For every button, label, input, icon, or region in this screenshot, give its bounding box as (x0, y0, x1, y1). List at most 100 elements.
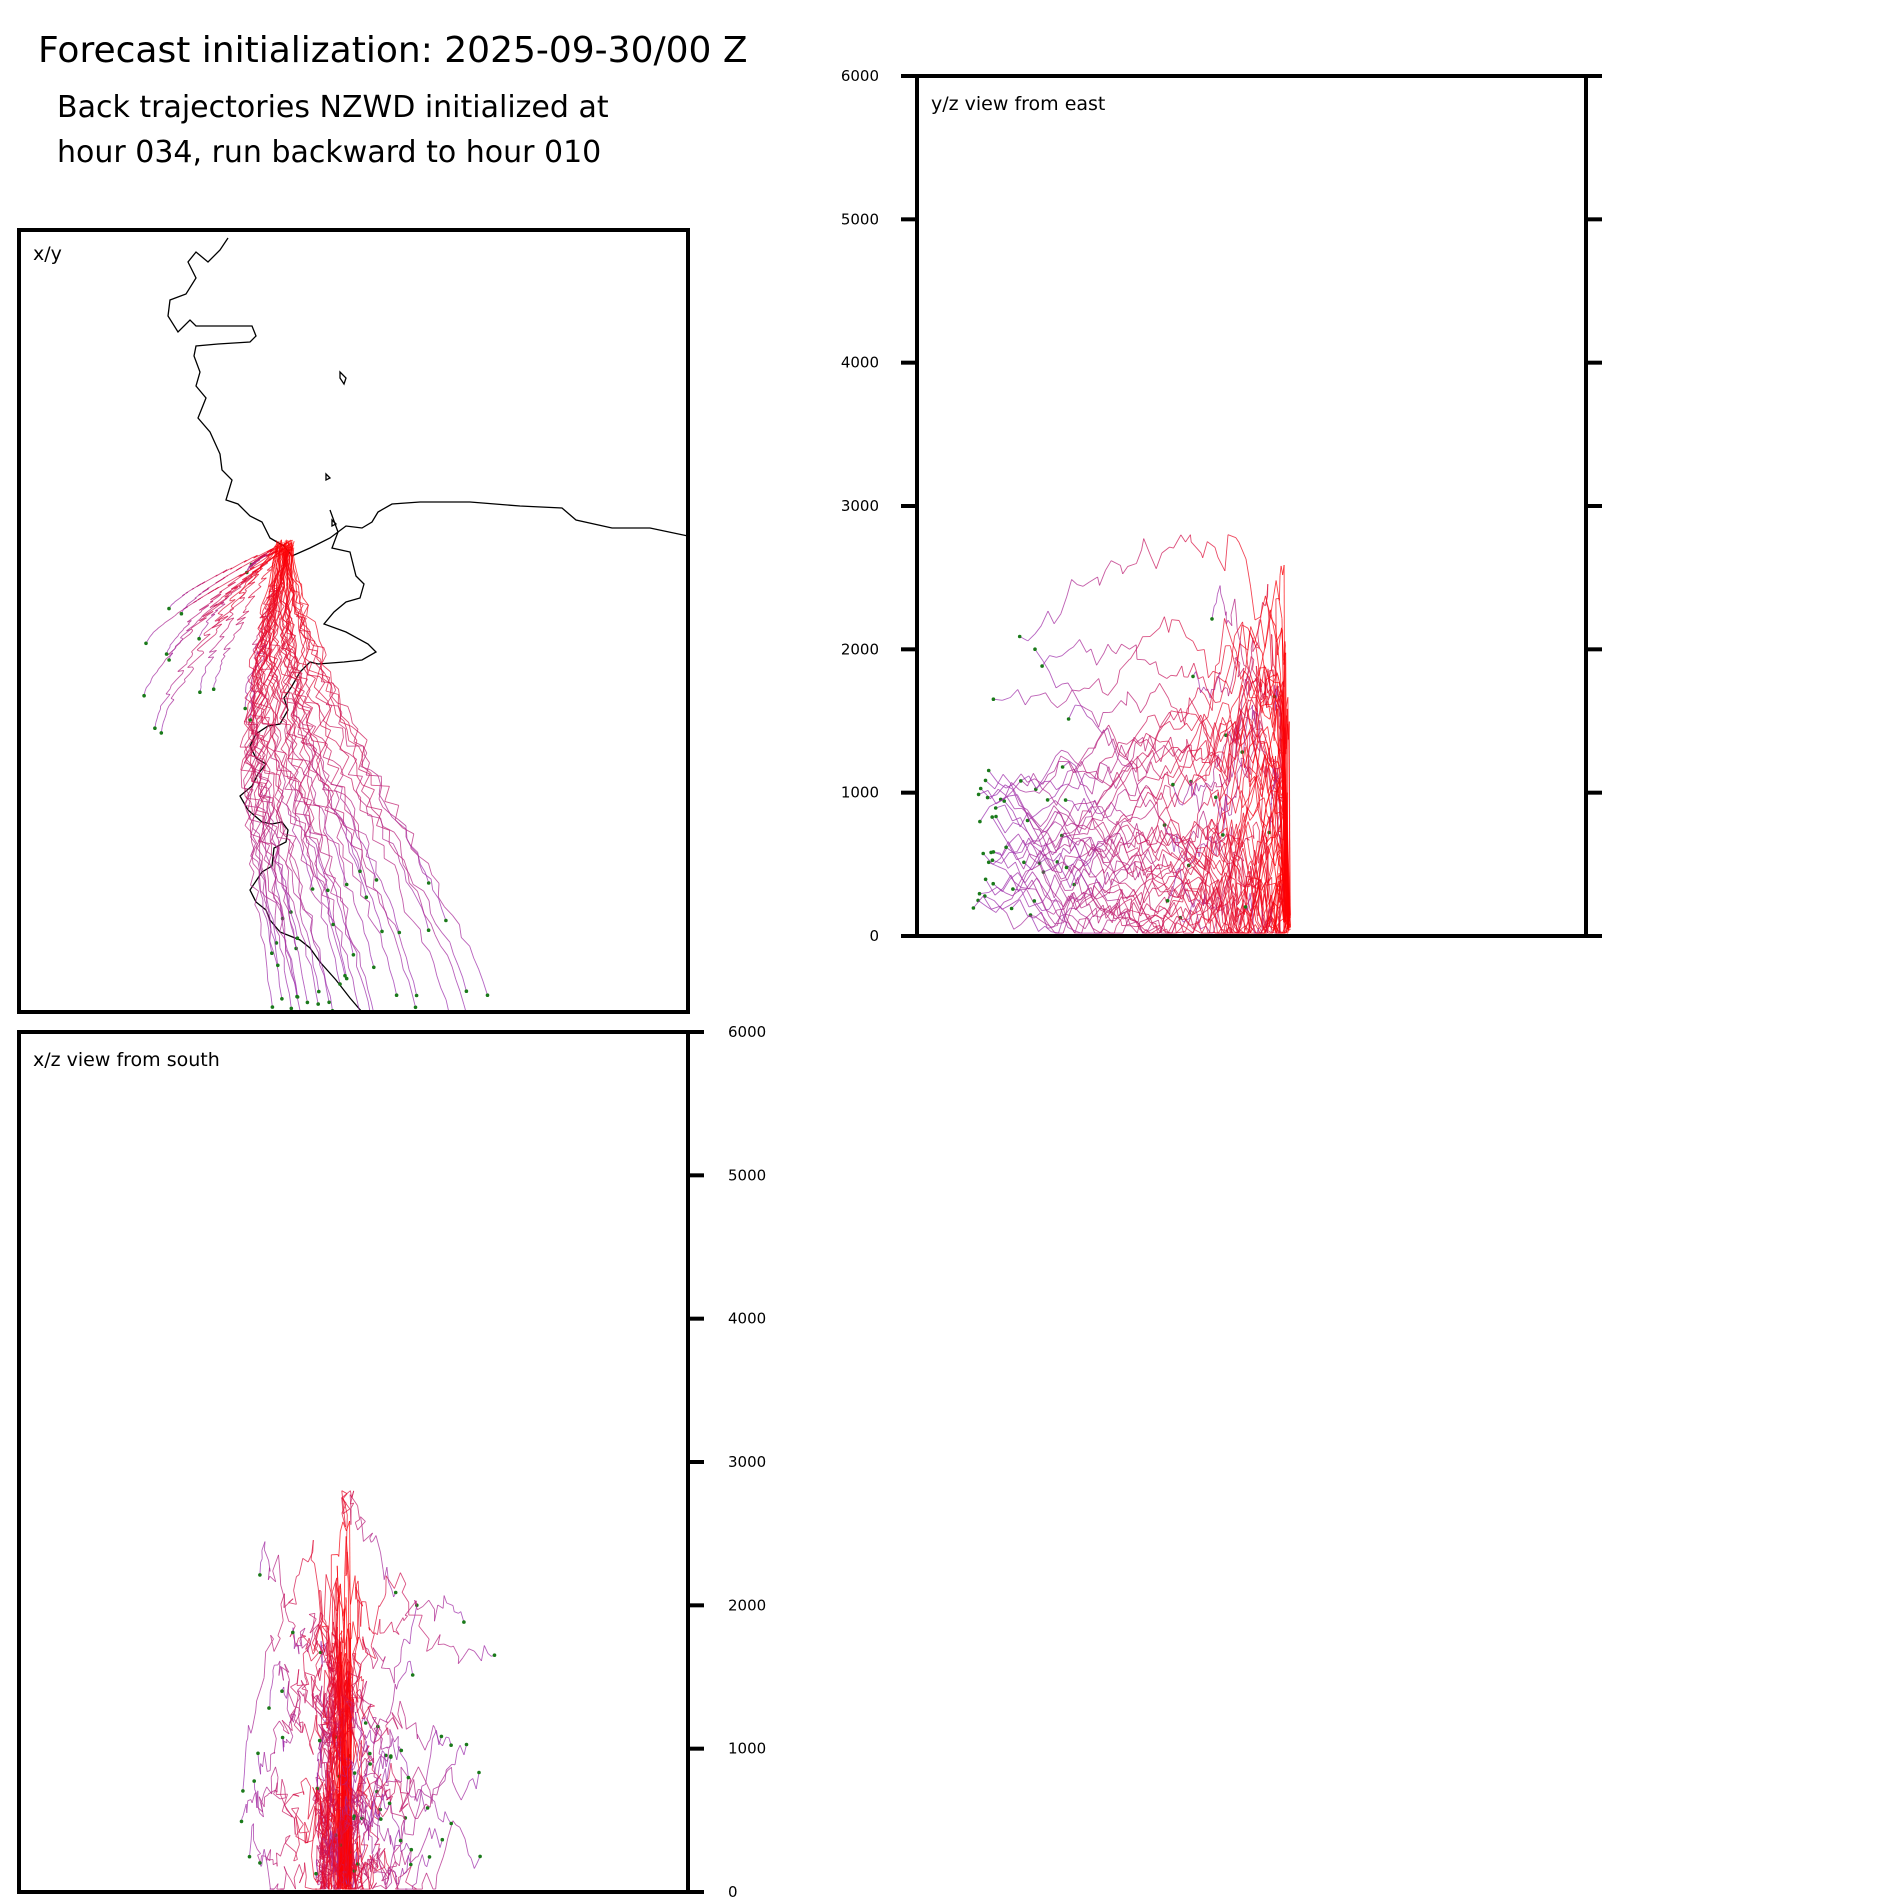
trajectory-segment (174, 614, 177, 617)
trajectory-segment (269, 731, 272, 742)
trajectory-segment (292, 811, 300, 819)
trajectory-start-point (317, 989, 321, 994)
trajectory-segment (1037, 892, 1047, 910)
trajectory-segment (1215, 784, 1223, 831)
trajectory-segment (1110, 826, 1115, 833)
trajectory-segment (266, 869, 269, 880)
trajectory-segment (319, 964, 325, 976)
trajectory-segment (282, 774, 286, 782)
trajectory-segment (1102, 821, 1112, 838)
xy-frame (17, 228, 690, 1014)
trajectory-segment (348, 774, 363, 777)
trajectory-start-point (397, 930, 402, 935)
trajectory-segment (313, 661, 319, 668)
trajectory-segment (1169, 827, 1175, 843)
trajectory-segment (378, 786, 383, 799)
trajectory-segment (292, 766, 299, 773)
trajectory-segment (269, 940, 273, 954)
xy-trajectories (142, 539, 490, 1018)
trajectory-segment (1162, 880, 1170, 896)
trajectory-segment (1098, 712, 1104, 728)
trajectory-segment (291, 707, 297, 720)
trajectory-segment (1106, 765, 1112, 778)
trajectory-segment (1203, 731, 1214, 749)
trajectory-segment (278, 766, 283, 779)
trajectory-segment (290, 676, 301, 681)
trajectory-segment (265, 909, 270, 919)
trajectory-segment (299, 844, 303, 853)
trajectory-segment (265, 956, 268, 969)
trajectory-segment (372, 839, 385, 847)
trajectory-segment (266, 747, 272, 756)
trajectory-segment (197, 617, 202, 622)
trajectory-segment (302, 597, 309, 606)
trajectory-segment (315, 682, 326, 698)
trajectory-segment (249, 565, 254, 570)
trajectory-segment (1079, 824, 1084, 827)
trajectory-segment (360, 882, 362, 896)
trajectory-segment (352, 943, 361, 954)
trajectory-start-point (991, 850, 996, 854)
trajectory-segment (331, 696, 338, 704)
trajectory-segment (210, 595, 220, 603)
trajectory-segment (1083, 752, 1093, 760)
trajectory-start-point (167, 658, 171, 662)
trajectory-segment (314, 990, 319, 1005)
trajectory-start-point (167, 606, 171, 611)
trajectory-segment (1239, 742, 1245, 748)
trajectory-segment (277, 655, 282, 662)
trajectory-segment (282, 667, 297, 683)
trajectory-segment (1214, 910, 1218, 934)
trajectory-segment (244, 590, 247, 594)
trajectory-segment (258, 785, 269, 789)
trajectory-segment (266, 900, 270, 911)
trajectory-segment (283, 651, 288, 662)
trajectory-start-point (986, 860, 991, 865)
trajectory-segment (298, 592, 303, 603)
trajectory-segment (192, 666, 194, 669)
trajectory-segment (301, 617, 305, 625)
trajectory-segment (1066, 822, 1072, 827)
trajectory-segment (266, 604, 277, 618)
trajectory-segment (253, 758, 258, 770)
trajectory-segment (312, 977, 316, 991)
trajectory-segment (214, 614, 223, 622)
trajectory-segment (241, 787, 254, 791)
trajectory-segment (281, 619, 285, 627)
trajectory-segment (1255, 920, 1263, 934)
trajectory-segment (165, 694, 171, 701)
trajectory-start-point (374, 878, 379, 882)
trajectory-start-point (485, 993, 490, 997)
trajectory-segment (1214, 547, 1219, 558)
trajectory-segment (1038, 783, 1048, 794)
trajectory-segment (313, 942, 320, 953)
trajectory-segment (1064, 863, 1073, 879)
trajectory-start-point (1045, 798, 1050, 802)
trajectory-segment (311, 786, 317, 794)
trajectory-segment (312, 793, 317, 805)
trajectory-segment (1256, 642, 1263, 653)
trajectory-segment (277, 722, 291, 726)
trajectory-segment (335, 741, 342, 750)
trajectory-segment (249, 863, 255, 873)
trajectory-segment (268, 557, 272, 561)
trajectory-segment (311, 777, 313, 787)
trajectory-segment (301, 796, 313, 801)
trajectory-segment (249, 819, 261, 823)
trajectory-segment (256, 809, 269, 814)
trajectory-segment (245, 607, 247, 609)
trajectory-segment (316, 876, 323, 885)
trajectory-segment (1070, 895, 1078, 903)
trajectory-start-point (369, 1014, 373, 1018)
trajectory-segment (1093, 904, 1104, 917)
trajectory-segment (1096, 729, 1105, 743)
trajectory-segment (1085, 816, 1093, 818)
trajectory-segment (1254, 924, 1261, 934)
trajectory-segment (337, 705, 343, 713)
trajectory-segment (293, 657, 296, 668)
trajectory-segment (1197, 846, 1205, 849)
trajectory-start-point (426, 881, 431, 885)
trajectory-segment (244, 697, 251, 703)
trajectory-segment (309, 734, 314, 742)
trajectory-segment (1090, 896, 1102, 911)
